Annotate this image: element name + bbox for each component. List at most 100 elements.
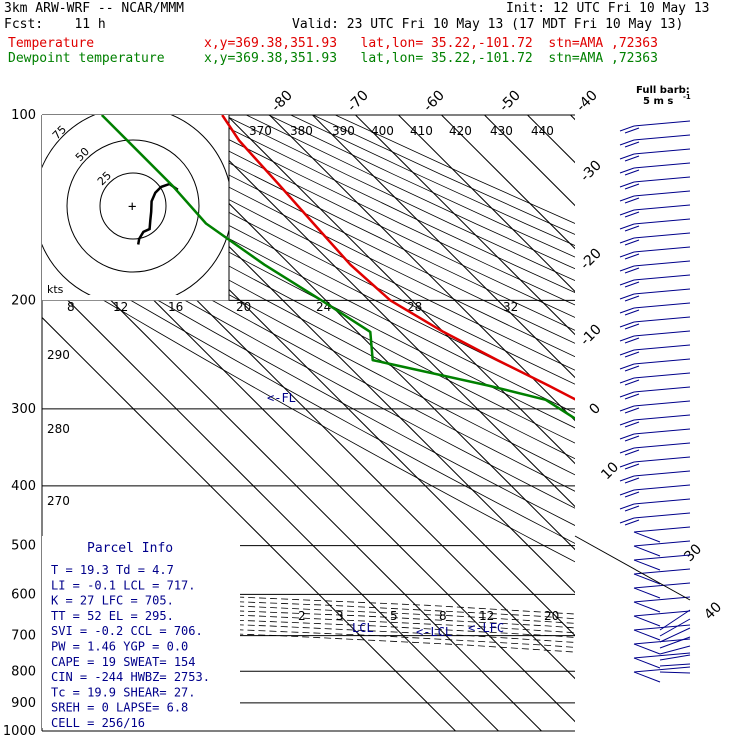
parcel-info-row: K = 27 LFC = 705.	[51, 594, 174, 608]
wind-barb-staff	[633, 302, 691, 309]
wind-barbs	[574, 120, 691, 683]
wind-barb-flag	[624, 449, 640, 456]
wind-barb-flag	[619, 209, 635, 216]
wind-barb-staff	[633, 428, 691, 435]
wind-barb-staff	[633, 134, 691, 141]
isotherm-label: -20	[577, 245, 604, 272]
isotherm-line	[42, 316, 456, 731]
wind-barb-flag	[619, 405, 635, 412]
wind-barb-flag	[619, 391, 635, 398]
wind-barb-flag	[633, 615, 661, 627]
wind-barb-flag	[624, 463, 640, 470]
wind-barb-staff	[633, 386, 691, 393]
wind-barb-flag	[633, 545, 661, 557]
wind-barb-flag	[624, 141, 640, 148]
wind-barb-fan	[659, 645, 691, 655]
wind-barb-flag	[619, 167, 635, 174]
isotherm-line	[527, 115, 575, 164]
isotherm-label: -70	[344, 87, 371, 114]
wind-barb-flag	[624, 435, 640, 442]
wind-barb-staff	[633, 526, 691, 533]
hodograph-background	[42, 115, 229, 301]
dry-adiabat-line	[42, 189, 575, 476]
wind-barb	[619, 442, 691, 456]
wind-barb-staff	[633, 372, 691, 379]
wind-barb-flag	[624, 169, 640, 176]
wind-barb-staff	[633, 316, 691, 323]
dewpoint-legend: Dewpoint temperature	[8, 52, 165, 66]
theta-e-label: 390	[332, 124, 355, 138]
theta-e-label: 400	[371, 124, 394, 138]
wind-barb-flag	[624, 281, 640, 288]
dry-adiabat-line	[312, 115, 575, 235]
wind-barb-flag	[619, 307, 635, 314]
barb-legend-title: Full barb:	[636, 85, 690, 96]
dry-adiabat-line	[42, 176, 575, 460]
wind-barb	[619, 232, 691, 246]
wind-barb	[633, 540, 691, 557]
wind-barb-staff	[633, 232, 691, 239]
wind-barb-staff	[633, 120, 691, 127]
wind-barb	[619, 302, 691, 316]
wind-barb-staff	[633, 456, 691, 463]
wind-barb	[619, 414, 691, 428]
hodograph-origin: +	[128, 199, 136, 215]
isotherm-label: -40	[573, 87, 600, 114]
wind-barb-staff	[633, 148, 691, 155]
wind-barb	[633, 596, 691, 613]
wind-barb-flag	[624, 155, 640, 162]
theta-e-label: 380	[290, 124, 313, 138]
wind-barb-flag	[619, 125, 635, 132]
isotherm-line	[700, 115, 740, 731]
theta-e-label: 370	[249, 124, 272, 138]
temperature-legend: Temperature	[8, 37, 94, 51]
lfc-label: <-LFC	[468, 621, 504, 635]
valid-time: Valid: 23 UTC Fri 10 May 13 (17 MDT Fri …	[292, 18, 683, 32]
wind-barb-flag	[624, 477, 640, 484]
theta-e-label: 430	[490, 124, 513, 138]
wind-barb-flag	[624, 127, 640, 134]
wind-barb-flag	[619, 503, 635, 510]
wind-barb-staff	[633, 358, 691, 365]
wind-barb-flag	[624, 239, 640, 246]
wind-barb	[619, 358, 691, 372]
isotherm-line	[614, 115, 740, 731]
parcel-info-row: PW = 1.46 YGP = 0.0	[51, 640, 188, 654]
init-time: Init: 12 UTC Fri 10 May 13	[506, 2, 710, 16]
wind-barb-flag	[619, 419, 635, 426]
isotherm-line	[657, 115, 740, 731]
isotherm-line	[269, 115, 575, 422]
wind-barb	[619, 498, 691, 512]
wind-barb-flag	[619, 433, 635, 440]
isotherm-line	[398, 115, 575, 293]
lcl-label: LCL	[352, 621, 374, 635]
wind-barb-flag	[624, 351, 640, 358]
dry-adiabat-line	[42, 247, 575, 544]
wind-barb-flag	[633, 643, 661, 655]
parcel-info-background	[42, 536, 240, 728]
wind-barb	[619, 484, 691, 498]
wind-barb-staff	[633, 218, 691, 225]
wind-barb	[619, 274, 691, 288]
mixing-ratio-label: 12	[479, 609, 494, 623]
skew-boundary-line	[574, 535, 691, 601]
wind-barb-staff	[633, 274, 691, 281]
dry-adiabat-line	[45, 115, 575, 385]
pressure-label: 800	[11, 664, 36, 679]
wind-barb-flag	[619, 279, 635, 286]
wind-barb-flag	[624, 183, 640, 190]
wind-barb-staff	[633, 162, 691, 169]
wind-barb	[619, 456, 691, 470]
theta-e-label: 420	[449, 124, 472, 138]
wind-barb-flag	[624, 225, 640, 232]
wind-barb-flag	[619, 447, 635, 454]
wind-barb-flag	[633, 601, 661, 613]
wind-barb-flag	[619, 475, 635, 482]
wind-barb	[619, 316, 691, 330]
wind-barb-staff	[633, 512, 691, 519]
wind-barb	[619, 190, 691, 204]
hodograph-trace	[136, 182, 179, 245]
forecast-hour: Fcst: 11 h	[4, 18, 106, 32]
pressure-label: 400	[11, 479, 36, 494]
